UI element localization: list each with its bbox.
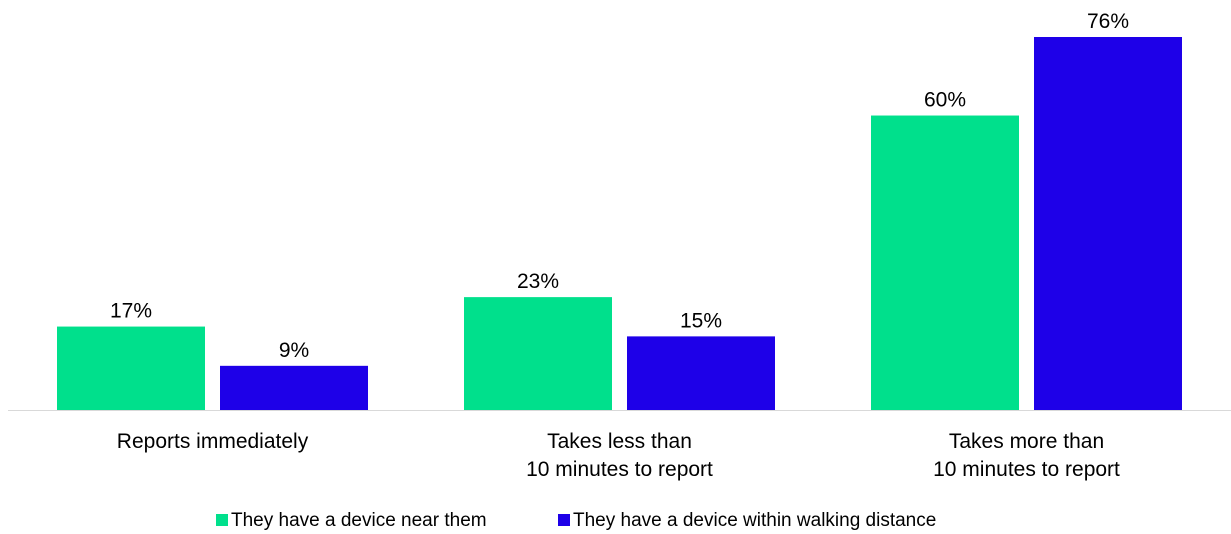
category-label-2-line-2: 10 minutes to report [526, 458, 713, 481]
bar-series-1-category-1 [57, 326, 205, 410]
bar-series-1-category-3 [871, 115, 1019, 411]
data-label-series-1-category-1: 17% [110, 300, 152, 323]
legend-label-series-1: They have a device near them [231, 510, 487, 531]
legend: They have a device near them They have a … [216, 510, 936, 531]
legend-label-series-2: They have a device within walking distan… [573, 510, 936, 531]
data-label-series-1-category-2: 23% [517, 270, 559, 293]
legend-swatch-series-2 [558, 514, 570, 526]
data-label-series-1-category-3: 60% [924, 89, 966, 112]
category-labels-group: Reports immediately Takes less than 10 min… [117, 430, 1120, 481]
category-label-3-line-2: 10 minutes to report [933, 458, 1120, 481]
data-label-series-2-category-3: 76% [1087, 10, 1129, 33]
legend-swatch-series-1 [216, 514, 228, 526]
bars-group [57, 37, 1182, 411]
value-labels-group: 17% 23% 60% 9% 15% 76% [110, 10, 1129, 362]
data-label-series-2-category-1: 9% [279, 339, 309, 362]
bar-series-2-category-3 [1034, 37, 1182, 410]
category-label-3-line-1: Takes more than [949, 430, 1104, 453]
category-label-2-line-1: Takes less than [547, 430, 692, 453]
bar-series-1-category-2 [464, 297, 612, 410]
bar-series-2-category-2 [627, 336, 775, 410]
bar-series-2-category-1 [220, 365, 368, 410]
category-label-1-line-1: Reports immediately [117, 430, 309, 453]
data-label-series-2-category-2: 15% [680, 309, 722, 332]
